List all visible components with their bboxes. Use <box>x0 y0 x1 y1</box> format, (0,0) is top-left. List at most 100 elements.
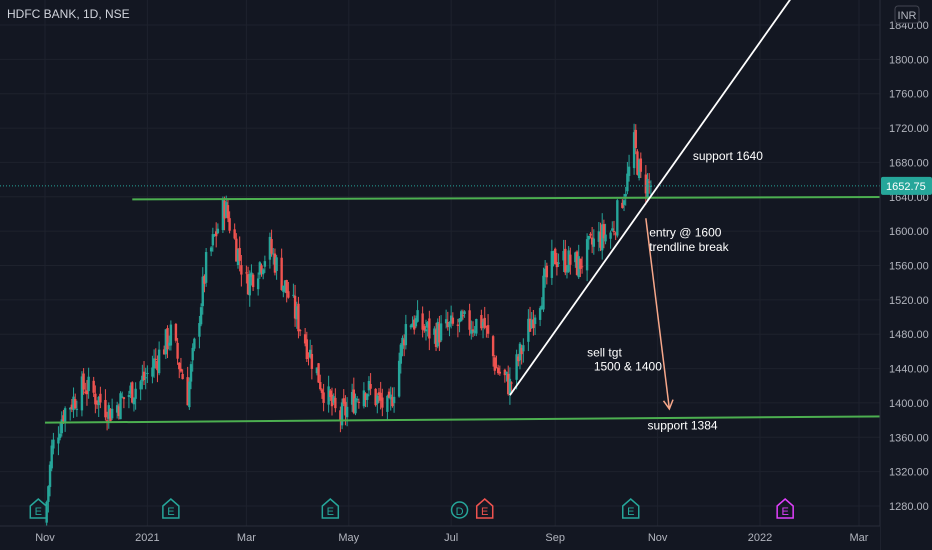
candle-body <box>515 354 518 380</box>
candle-body <box>611 228 614 231</box>
currency-badge[interactable] <box>894 5 920 24</box>
event-marker-e[interactable]: E <box>321 498 340 519</box>
event-marker-e[interactable]: E <box>162 498 180 519</box>
candle-body <box>580 266 584 268</box>
candle-body <box>285 279 288 293</box>
support-line[interactable] <box>132 195 932 201</box>
sell-arrow[interactable] <box>645 218 671 410</box>
price-axis[interactable]: 1280.00 1320.00 1360.00 1400.00 1440.00 1480.… <box>879 0 932 550</box>
event-marker-letter: E <box>35 506 42 518</box>
candle-body <box>424 329 428 332</box>
event-marker-letter: E <box>327 506 334 518</box>
candle-body <box>211 234 215 246</box>
candle-body <box>201 276 204 307</box>
candle-body <box>416 310 419 322</box>
time-tick-label: 2021 <box>135 532 159 544</box>
candle-body <box>95 400 99 405</box>
candle-body <box>366 394 369 400</box>
candle-body <box>104 399 107 418</box>
event-marker-e[interactable]: E <box>776 498 794 519</box>
candle-body <box>636 151 639 175</box>
candle-body <box>238 247 241 261</box>
candle-body <box>303 334 307 344</box>
candle-body <box>468 310 471 330</box>
candle-body <box>528 318 532 332</box>
candle-body <box>297 303 300 332</box>
candle-body <box>167 342 171 346</box>
event-marker-e[interactable]: E <box>621 498 640 519</box>
annotation-label[interactable]: trendline break <box>649 240 729 254</box>
candle-body <box>399 344 403 364</box>
candle-body <box>357 401 361 403</box>
candle-body <box>554 248 557 265</box>
candle-body <box>609 232 612 239</box>
event-marker-letter: E <box>167 506 174 518</box>
candle-body <box>139 381 142 390</box>
candle-body <box>552 250 555 256</box>
candle-body <box>646 178 649 198</box>
candle-body <box>82 373 85 390</box>
candle-body <box>434 329 438 347</box>
event-marker-e[interactable]: E <box>475 498 494 519</box>
candle-body <box>345 406 349 418</box>
candle-body <box>344 401 347 416</box>
candle-body <box>179 368 183 372</box>
event-marker-letter: E <box>627 506 634 518</box>
candle-body <box>626 173 629 192</box>
candle-body <box>367 380 371 391</box>
time-tick-label: May <box>338 532 359 544</box>
candle-body <box>191 347 194 361</box>
time-axis[interactable]: Nov 2021 Mar May Jul Sep Nov 2022 Mar <box>0 525 880 550</box>
candle-body <box>115 405 119 413</box>
candle-body <box>648 181 651 183</box>
candle-body <box>188 381 191 408</box>
candle-body <box>58 433 62 439</box>
candle-body <box>649 185 653 187</box>
candle-body <box>213 234 216 236</box>
candle-body <box>448 322 451 327</box>
candle-body <box>574 252 577 263</box>
event-marker-letter: E <box>781 506 788 518</box>
candle-body <box>428 318 431 339</box>
candle-body <box>391 397 394 407</box>
candle-body <box>510 382 513 384</box>
support-line[interactable] <box>44 415 932 424</box>
time-tick-label: Nov <box>648 532 668 544</box>
candle-body <box>579 258 582 269</box>
candle-body <box>174 323 178 341</box>
candle-body <box>639 158 643 172</box>
annotation-label[interactable]: support 1640 <box>693 149 763 163</box>
candle-body <box>272 253 275 255</box>
price-tick-label: 1760.00 <box>889 89 929 101</box>
candle-body <box>80 376 84 411</box>
candle-body <box>473 330 476 333</box>
candle-body <box>507 373 510 395</box>
candle-body <box>377 392 381 395</box>
candle-body <box>644 174 648 194</box>
candle-body <box>270 239 273 254</box>
candle-body <box>263 261 267 267</box>
candle-body <box>505 371 508 375</box>
event-marker-d[interactable]: D <box>450 501 469 519</box>
candle-body <box>614 233 617 235</box>
candle-body <box>273 253 277 273</box>
annotation-label[interactable]: 1500 & 1400 <box>594 359 662 373</box>
candle-body <box>166 328 169 350</box>
annotation-label[interactable]: entry @ 1600 <box>649 225 722 239</box>
candle-body <box>530 319 533 329</box>
event-marker-e[interactable]: E <box>29 498 48 519</box>
trendline[interactable] <box>509 0 857 396</box>
candle-body <box>63 408 67 423</box>
candle-body <box>470 329 473 334</box>
symbol-title[interactable]: HDFC BANK, 1D, NSE <box>7 7 130 21</box>
candle-body <box>129 385 132 394</box>
annotation-label[interactable]: support 1384 <box>648 419 718 433</box>
candle-body <box>329 390 332 397</box>
chart-grid <box>0 0 880 526</box>
annotation-label[interactable]: sell tgt <box>587 346 622 360</box>
candle-body <box>258 262 262 275</box>
candle-body <box>121 396 124 398</box>
candle-body <box>152 358 156 369</box>
